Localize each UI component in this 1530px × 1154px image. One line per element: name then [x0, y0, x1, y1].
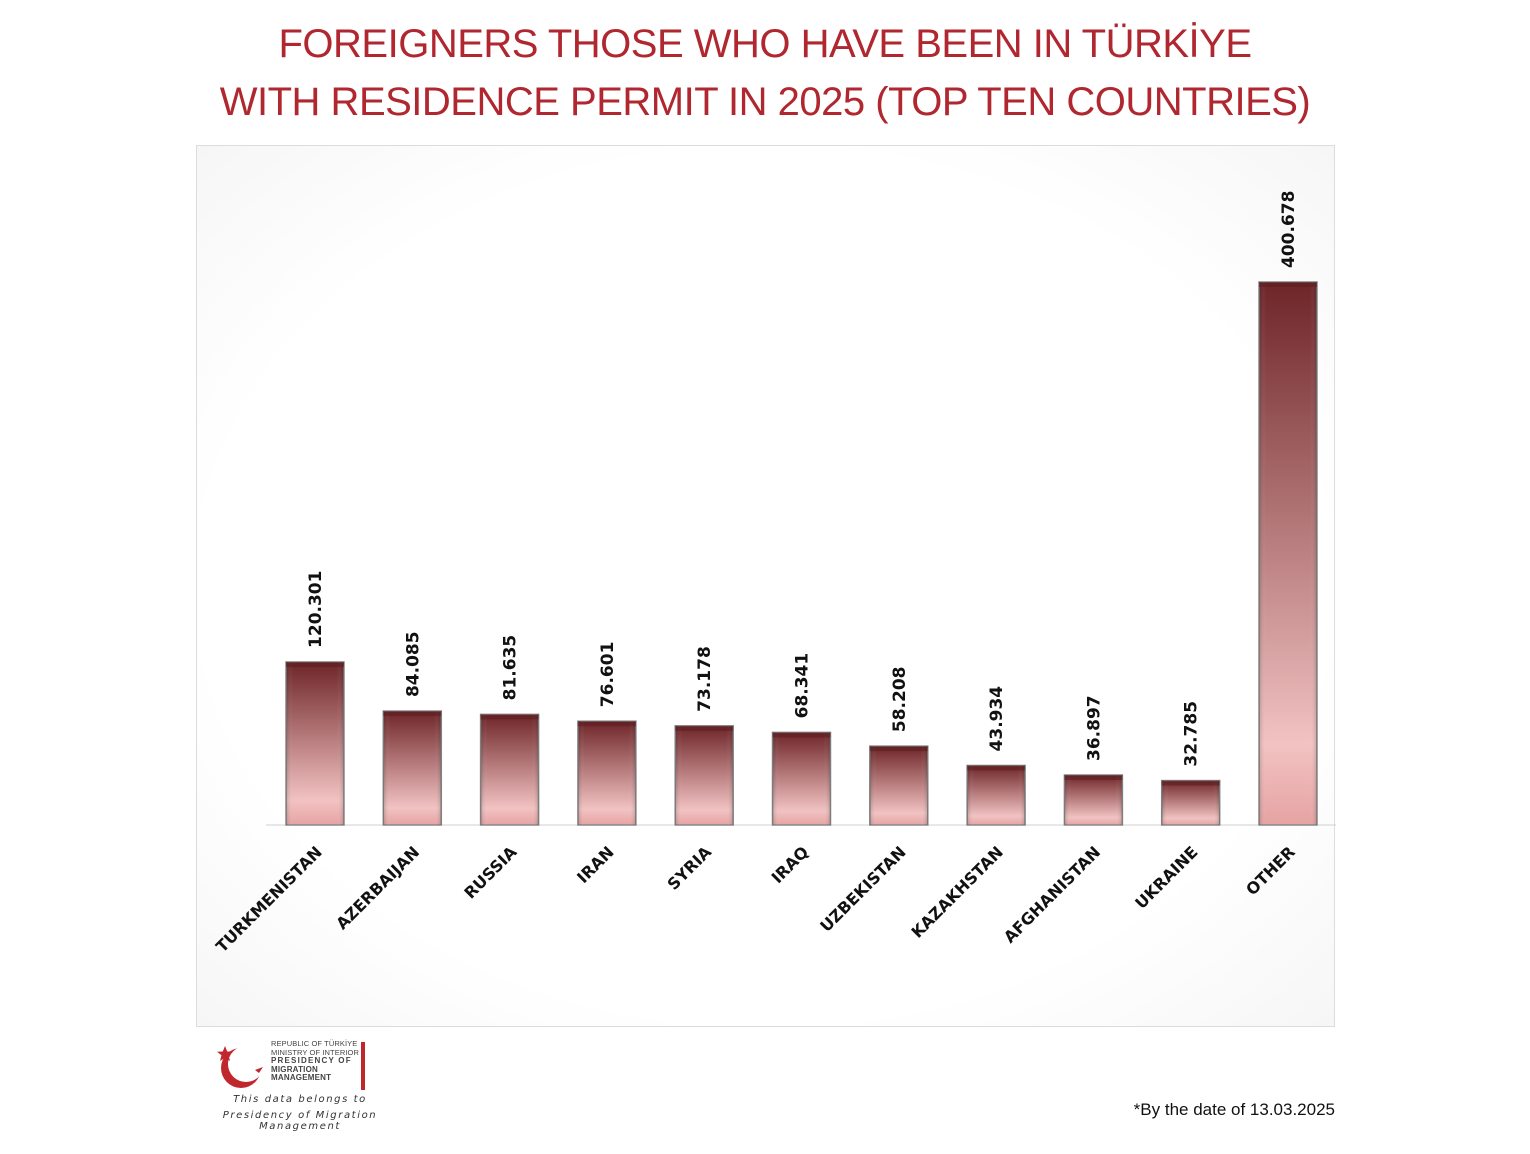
- category-label-kazakhstan: KAZAKHSTAN: [908, 842, 1007, 941]
- value-label-afghanistan: 36.897: [1084, 695, 1104, 761]
- chart-area: [196, 145, 1335, 1027]
- logo-line-presidency: PRESIDENCY OF: [271, 1056, 352, 1065]
- category-label-uzbekistan: UZBEKISTAN: [816, 842, 909, 935]
- bar-cap-afghanistan: [1064, 774, 1123, 780]
- value-label-ukraine: 32.785: [1182, 701, 1202, 767]
- bar-shine-ukraine: [1161, 780, 1220, 825]
- logo-line-republic: REPUBLIC OF TÜRKİYE: [271, 1039, 358, 1048]
- chart-title-line-2: WITH RESIDENCE PERMIT IN 2025 (TOP TEN C…: [219, 80, 1311, 124]
- bar-shine-iran: [577, 721, 636, 825]
- category-label-russia: RUSSIA: [460, 842, 521, 903]
- bar-shine-azerbaijan: [383, 711, 442, 825]
- value-label-kazakhstan: 43.934: [987, 686, 1007, 752]
- owner-note-line-2: Presidency of Migration Management: [222, 1110, 378, 1132]
- value-label-iran: 76.601: [598, 642, 618, 708]
- category-label-syria: SYRIA: [664, 842, 716, 894]
- value-label-azerbaijan: 84.085: [403, 631, 423, 697]
- bar-shine-russia: [480, 714, 539, 825]
- bar-uzbekistan: [869, 745, 929, 826]
- bar-turkmenistan: [285, 661, 345, 826]
- bar-iraq: [771, 731, 832, 826]
- bar-syria: [674, 725, 734, 826]
- bar-cap-syria: [675, 725, 734, 731]
- bar-cap-iran: [577, 721, 636, 727]
- value-label-uzbekistan: 58.208: [890, 667, 910, 733]
- value-label-syria: 73.178: [695, 646, 715, 712]
- bar-other: [1258, 281, 1318, 826]
- value-labels-group: 120.301 84.085 81.635 76.601 73.178 68.341 58.…: [306, 191, 1299, 767]
- value-label-turkmenistan: 120.301: [306, 571, 326, 648]
- crescent-star-icon: [217, 1046, 264, 1088]
- bar-cap-other: [1259, 282, 1317, 287]
- bar-azerbaijan: [382, 710, 443, 826]
- bar-ukraine: [1160, 779, 1221, 826]
- bar-cap-russia: [480, 714, 539, 720]
- bar-shine-kazakhstan: [967, 765, 1026, 825]
- chart-title-line-1: FOREIGNERS THOSE WHO HAVE BEEN IN TÜRKİY…: [278, 22, 1253, 66]
- bar-cap-iraq: [772, 732, 831, 738]
- bar-shine-iraq: [772, 732, 831, 825]
- logo-red-bar: [361, 1042, 365, 1090]
- logo-line-ministry: MINISTRY OF INTERIOR: [271, 1047, 359, 1057]
- category-label-turkmenistan: TURKMENISTAN: [212, 842, 326, 956]
- bar-cap-turkmenistan: [286, 661, 344, 667]
- bar-shine-other: [1259, 282, 1317, 825]
- value-label-other: 400.678: [1279, 191, 1299, 268]
- value-label-iraq: 68.341: [793, 653, 813, 719]
- date-footnote: *By the date of 13.03.2025: [1133, 1100, 1335, 1119]
- category-labels-group: TURKMENISTAN AZERBAIJAN RUSSIA IRAN SYRIA IRA…: [212, 842, 1299, 956]
- bar-kazakhstan: [966, 764, 1026, 826]
- value-label-russia: 81.635: [501, 635, 521, 701]
- bar-cap-azerbaijan: [383, 711, 442, 717]
- category-label-other: OTHER: [1242, 842, 1299, 899]
- owner-note-line-1: This data belongs to: [233, 1094, 367, 1105]
- category-label-ukraine: UKRAINE: [1131, 842, 1201, 912]
- category-label-azerbaijan: AZERBAIJAN: [332, 842, 423, 933]
- bar-cap-ukraine: [1161, 780, 1220, 786]
- bar-shine-uzbekistan: [869, 746, 928, 825]
- bar-shine-syria: [675, 725, 734, 825]
- bar-cap-uzbekistan: [869, 746, 928, 752]
- presidency-logo: REPUBLIC OF TÜRKİYE MINISTRY OF INTERIOR…: [215, 1039, 375, 1092]
- bar-afghanistan: [1063, 774, 1124, 826]
- logo-line-migration: MIGRATION MANAGEMENT: [271, 1064, 332, 1082]
- bar-russia: [479, 713, 540, 826]
- bar-shine-turkmenistan: [286, 661, 344, 825]
- bar-shine-afghanistan: [1064, 774, 1123, 825]
- bars-group: [285, 281, 1318, 826]
- category-label-iran: IRAN: [573, 842, 618, 887]
- bar-iran: [577, 720, 637, 826]
- category-label-afghanistan: AFGHANISTAN: [1000, 842, 1104, 946]
- category-label-iraq: IRAQ: [768, 842, 813, 887]
- bar-cap-kazakhstan: [967, 765, 1026, 771]
